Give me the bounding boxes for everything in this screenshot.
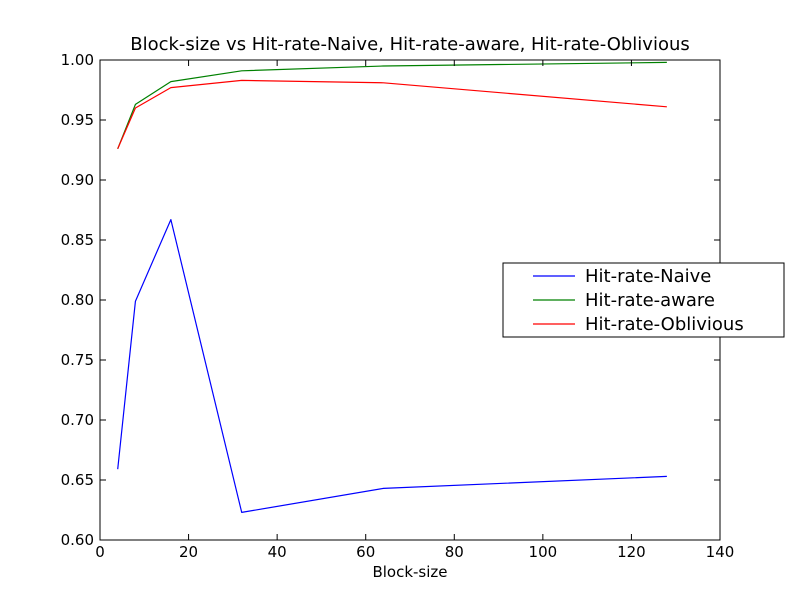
x-tick-label: 40 (268, 543, 287, 561)
y-tick-label: 0.80 (61, 291, 94, 309)
ticks-layer: 0 20 40 60 80 100 120 140 0.60 0.65 0.70 0.75 0.80 0.… (61, 51, 735, 561)
x-tick-label: 100 (529, 543, 558, 561)
x-tick-label: 140 (706, 543, 735, 561)
series-line-hit-rate-naive (117, 219, 667, 514)
series-line-hit-rate-oblivious (117, 79, 667, 150)
x-axis-label: Block-size (372, 563, 447, 581)
y-tick-label: 0.75 (61, 351, 94, 369)
y-tick-label: 0.95 (61, 111, 94, 129)
x-tick-label: 120 (617, 543, 646, 561)
legend-label: Hit-rate-Naive (585, 266, 711, 287)
legend-label: Hit-rate-Oblivious (585, 314, 744, 335)
y-tick-label: 0.70 (61, 411, 94, 429)
x-tick-label: 20 (179, 543, 198, 561)
y-tick-label: 0.90 (61, 171, 94, 189)
y-tick-label: 1.00 (61, 51, 94, 69)
y-tick-label: 0.60 (61, 531, 94, 549)
y-tick-label: 0.85 (61, 231, 94, 249)
x-tick-label: 60 (356, 543, 375, 561)
x-tick-label: 0 (95, 543, 105, 561)
series-layer (117, 61, 667, 514)
y-tick-label: 0.65 (61, 471, 94, 489)
chart-title: Block-size vs Hit-rate-Naive, Hit-rate-a… (130, 34, 690, 55)
series-line-hit-rate-aware (117, 61, 667, 150)
x-tick-label: 80 (445, 543, 464, 561)
legend: Hit-rate-Naive Hit-rate-aware Hit-rate-Obl… (502, 262, 785, 338)
legend-label: Hit-rate-aware (585, 290, 715, 311)
